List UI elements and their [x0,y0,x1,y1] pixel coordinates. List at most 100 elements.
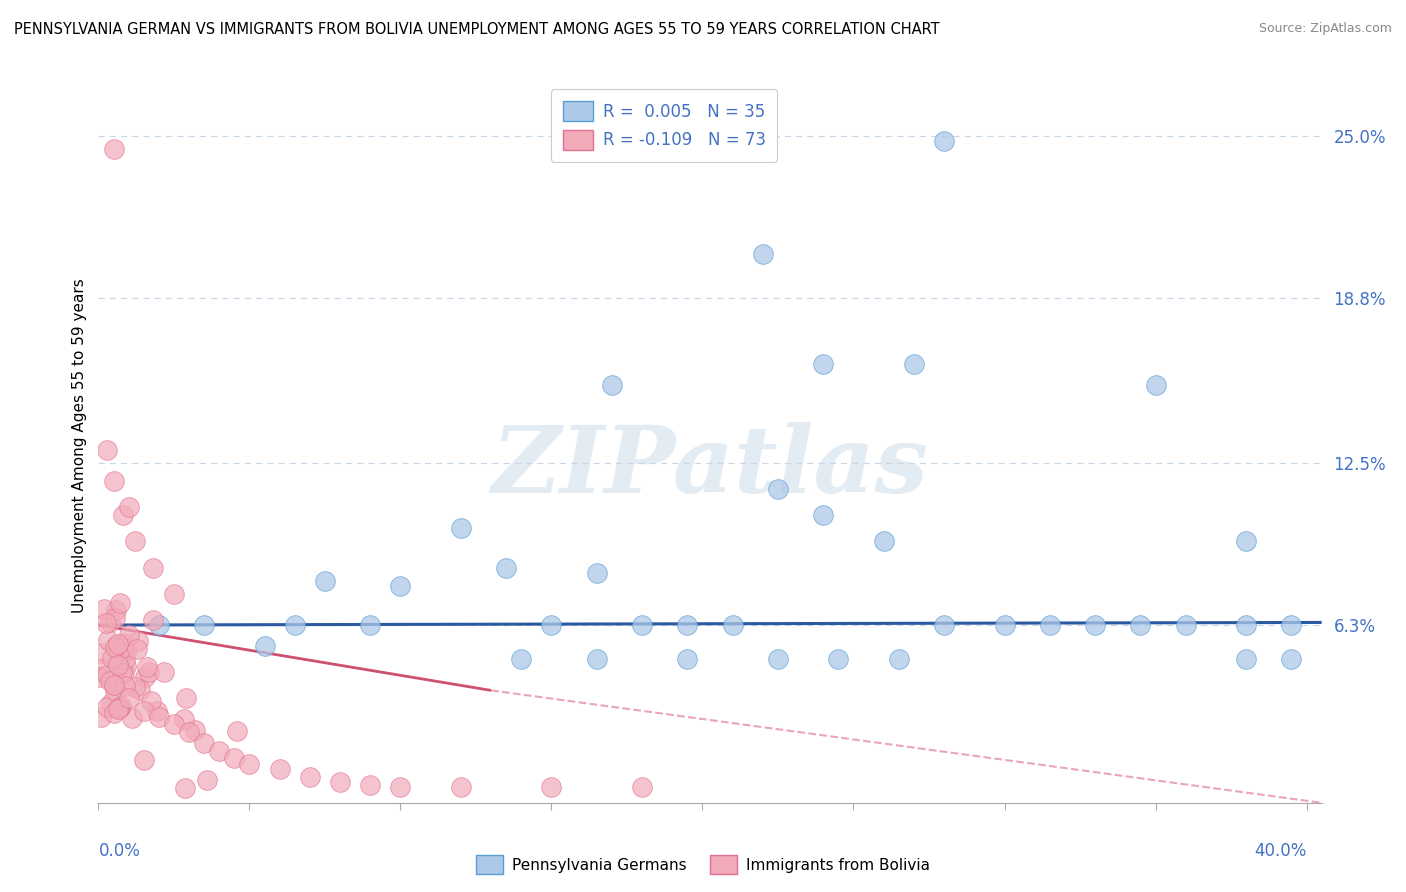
Point [98,674,121,689]
Point [107,637,129,651]
Point [585,566,607,580]
Point [813,508,835,523]
Point [111,508,134,523]
Point [111,666,134,681]
Point [903,357,925,371]
Point [359,618,381,632]
Point [108,656,131,670]
Point [97,633,120,648]
Point [141,693,163,707]
Point [96,442,118,457]
Point [1084,618,1107,632]
Point [115,659,138,673]
Point [117,500,139,515]
Point [153,665,176,680]
Point [1174,618,1197,632]
Point [329,775,352,789]
Point [163,717,186,731]
Point [100,696,122,710]
Point [766,482,789,496]
Point [676,652,699,666]
Point [110,641,132,656]
Point [96,668,118,682]
Point [389,780,412,794]
Point [104,610,127,624]
Point [932,618,955,632]
Point [134,670,156,684]
Point [128,683,150,698]
Point [117,691,139,706]
Text: 40.0%: 40.0% [1254,842,1306,860]
Point [142,613,165,627]
Point [107,700,129,714]
Point [136,660,159,674]
Point [1281,652,1303,666]
Point [173,712,195,726]
Point [600,377,623,392]
Point [104,684,127,698]
Point [873,534,896,549]
Point [174,691,197,706]
Point [1129,618,1152,632]
Point [676,618,699,632]
Legend: R =  0.005   N = 35, R = -0.109   N = 73: R = 0.005 N = 35, R = -0.109 N = 73 [551,89,778,161]
Point [148,709,170,723]
Point [118,627,141,641]
Point [195,772,218,787]
Point [121,711,143,725]
Point [1281,618,1303,632]
Point [224,751,246,765]
Point [174,781,197,796]
Point [932,135,955,149]
Point [132,704,155,718]
Point [585,652,607,666]
Point [103,678,125,692]
Point [721,618,744,632]
Point [827,652,849,666]
Text: Source: ZipAtlas.com: Source: ZipAtlas.com [1258,22,1392,36]
Point [193,736,215,750]
Point [114,680,136,694]
Point [766,652,789,666]
Point [495,560,517,574]
Point [225,723,247,738]
Point [96,699,118,714]
Point [90,662,112,676]
Text: 0.0%: 0.0% [98,842,141,860]
Point [103,706,125,720]
Point [1144,377,1167,392]
Point [104,603,127,617]
Point [114,651,136,665]
Point [993,618,1015,632]
Point [253,639,276,653]
Point [127,641,149,656]
Point [115,643,138,657]
Point [1039,618,1062,632]
Point [110,699,132,714]
Point [101,651,124,665]
Point [631,780,654,794]
Point [110,596,132,610]
Point [540,780,562,794]
Point [146,704,169,718]
Point [510,652,533,666]
Point [540,618,562,632]
Point [107,702,129,716]
Point [98,615,121,630]
Point [134,753,156,767]
Point [163,587,186,601]
Y-axis label: Unemployment Among Ages 55 to 59 years: Unemployment Among Ages 55 to 59 years [72,278,87,614]
Point [752,247,775,261]
Point [284,618,307,632]
Point [138,665,160,680]
Point [142,560,165,574]
Point [107,658,129,673]
Point [90,646,112,660]
Point [389,579,412,593]
Point [93,602,115,616]
Point [298,770,321,784]
Point [193,618,215,632]
Point [103,142,125,156]
Point [124,680,146,694]
Point [184,723,207,738]
